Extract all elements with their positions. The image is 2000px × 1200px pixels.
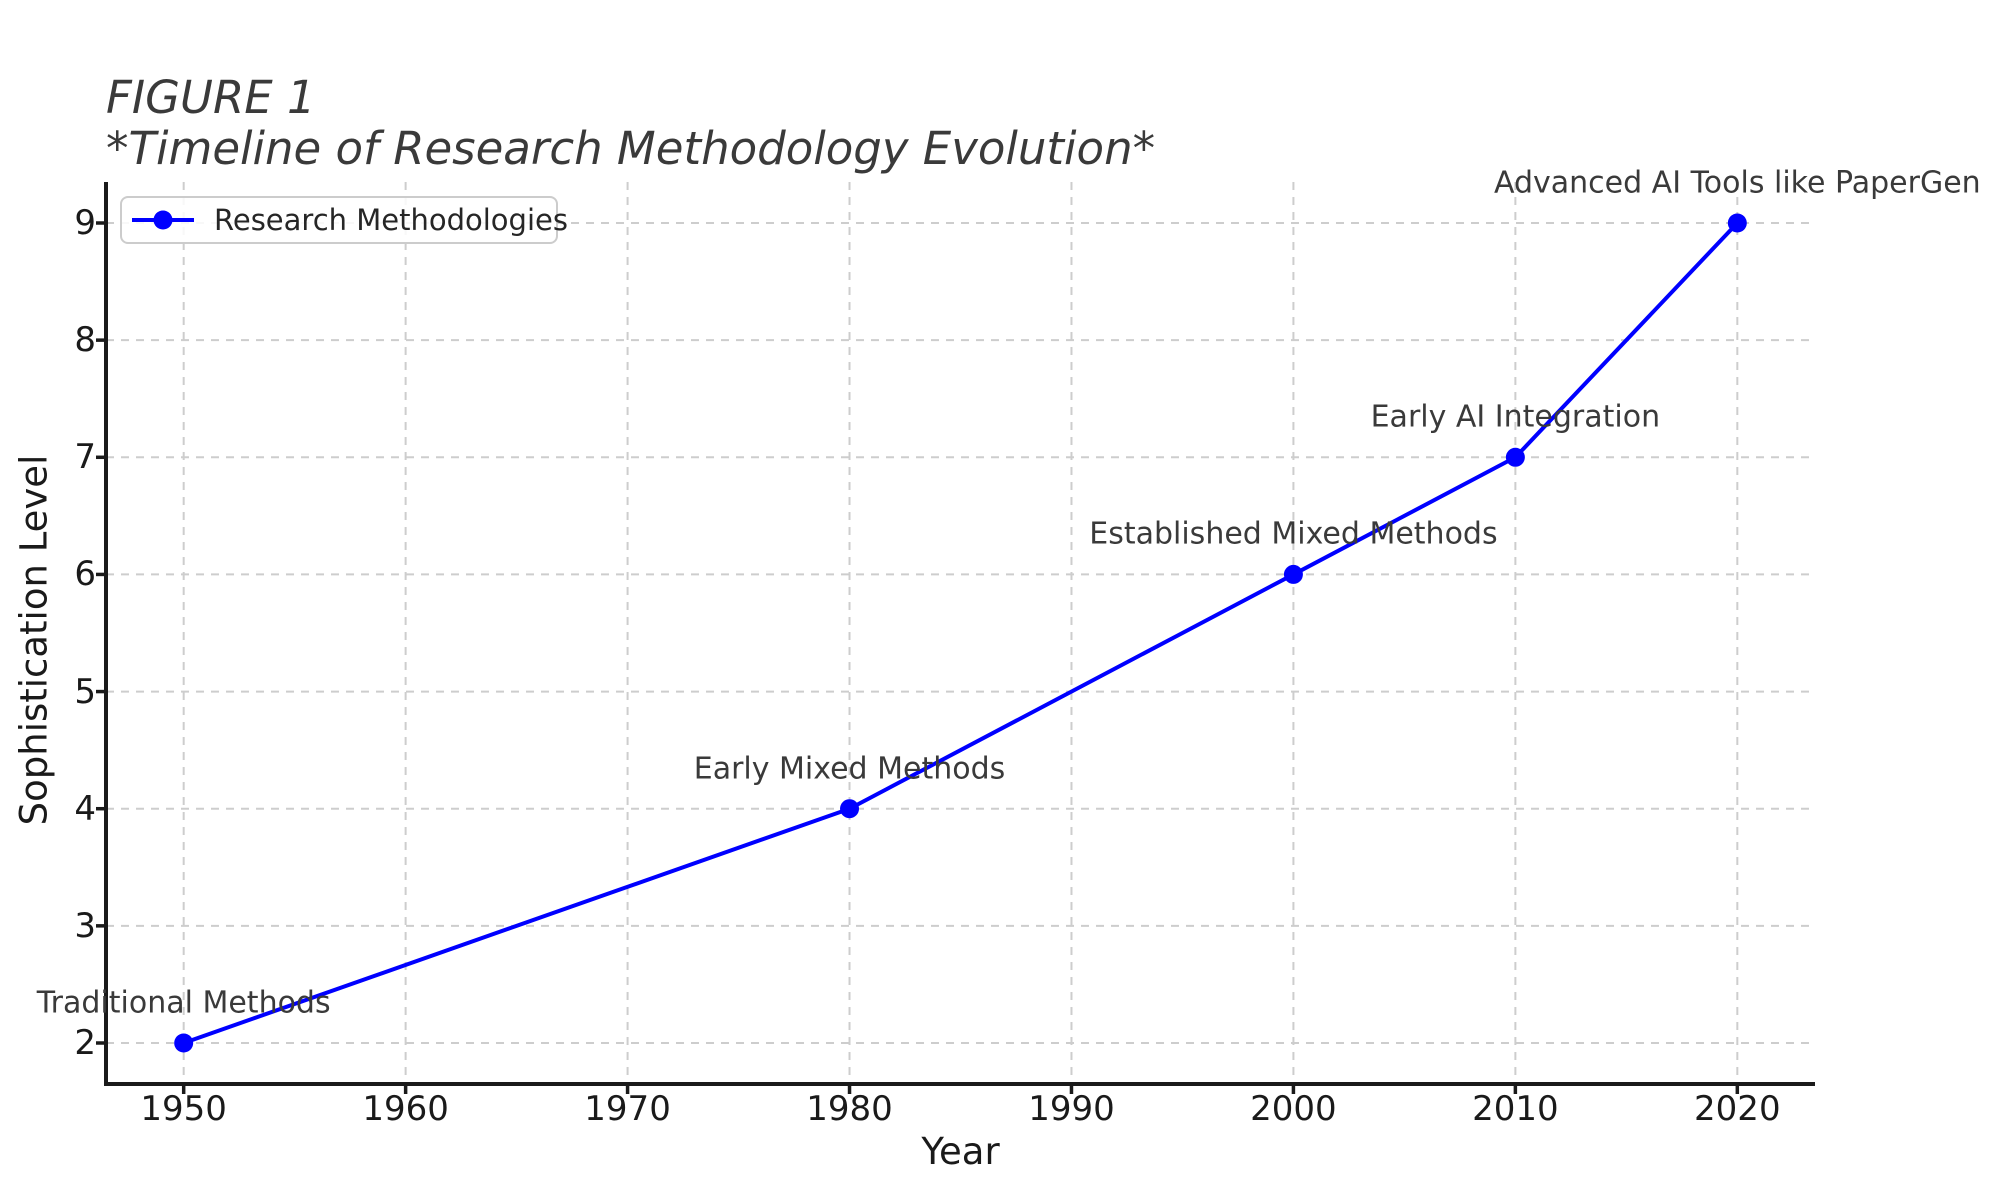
legend-line-sample-icon	[132, 210, 194, 230]
figure-title-line1: FIGURE 1	[106, 71, 316, 124]
data-point-1980	[840, 799, 860, 819]
data-point-2000	[1283, 564, 1303, 584]
legend-marker-icon	[153, 210, 173, 230]
figure-title: FIGURE 1 *Timeline of Research Methodolo…	[106, 72, 1155, 174]
data-point-1950	[174, 1033, 194, 1053]
data-point-2010	[1505, 447, 1525, 467]
data-point-2020	[1727, 213, 1747, 233]
legend: Research Methodologies	[120, 196, 568, 244]
data-line-research-methodologies	[183, 221, 1739, 1045]
legend-label: Research Methodologies	[214, 203, 568, 237]
figure-title-line2: *Timeline of Research Methodology Evolut…	[106, 122, 1156, 175]
x-axis-label: Year	[921, 1130, 1000, 1173]
